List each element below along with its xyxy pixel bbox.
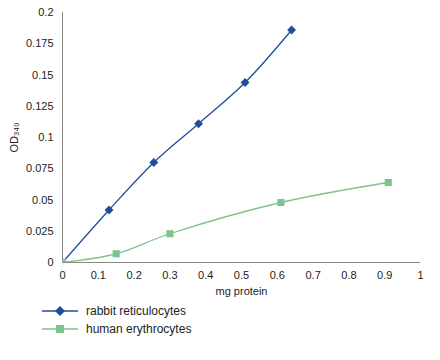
svg-text:0.2: 0.2 bbox=[38, 6, 53, 18]
svg-text:0.9: 0.9 bbox=[377, 269, 392, 281]
svg-text:0.2: 0.2 bbox=[126, 269, 141, 281]
svg-text:0.1: 0.1 bbox=[38, 131, 53, 143]
html-text:rabbit reticulocytes: rabbit reticulocytes bbox=[86, 304, 186, 318]
svg-text:0.7: 0.7 bbox=[305, 269, 320, 281]
svg-text:0.15: 0.15 bbox=[32, 69, 53, 81]
svg-text:0.025: 0.025 bbox=[26, 225, 54, 237]
svg-text:mg protein: mg protein bbox=[216, 285, 268, 297]
svg-text:0.125: 0.125 bbox=[26, 100, 54, 112]
svg-text:0.1: 0.1 bbox=[91, 269, 106, 281]
svg-text:0: 0 bbox=[59, 269, 65, 281]
html-text:human erythrocytes: human erythrocytes bbox=[86, 322, 192, 336]
svg-text:OD₃₄₀: OD₃₄₀ bbox=[8, 122, 20, 152]
svg-text:0: 0 bbox=[47, 256, 53, 268]
svg-text:0.6: 0.6 bbox=[270, 269, 285, 281]
svg-text:1: 1 bbox=[417, 269, 423, 281]
svg-text:0.05: 0.05 bbox=[32, 194, 53, 206]
svg-text:0.175: 0.175 bbox=[26, 37, 54, 49]
svg-text:0.5: 0.5 bbox=[234, 269, 249, 281]
svg-text:0.4: 0.4 bbox=[198, 269, 213, 281]
svg-text:0.3: 0.3 bbox=[162, 269, 177, 281]
svg-text:0.8: 0.8 bbox=[341, 269, 356, 281]
svg-text:0.075: 0.075 bbox=[26, 162, 54, 174]
